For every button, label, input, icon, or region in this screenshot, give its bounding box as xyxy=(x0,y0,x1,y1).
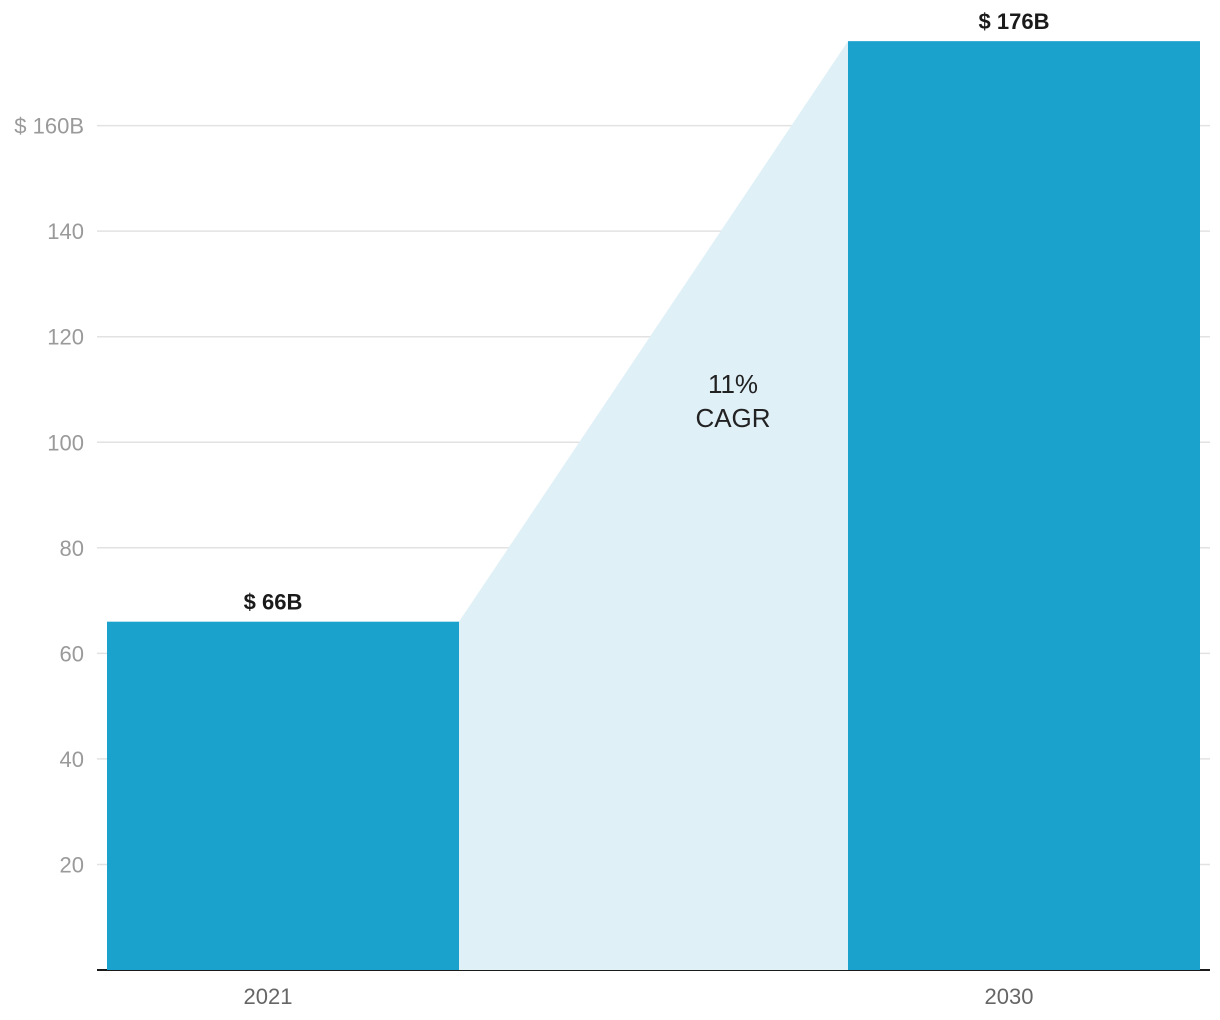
labels: 20 40 60 80 100 120 140 $ 160B $ 66B 2021 $ 176B 20… xyxy=(14,9,1049,1009)
growth-area xyxy=(459,41,848,971)
y-tick-label: 60 xyxy=(60,641,84,666)
y-tick-label: 140 xyxy=(47,219,84,244)
y-tick-label: 40 xyxy=(60,747,84,772)
bar-2030 xyxy=(848,41,1200,971)
bars xyxy=(107,41,1200,971)
data-label: $ 176B xyxy=(979,9,1050,34)
data-label: $ 66B xyxy=(244,590,303,615)
cagr-label: CAGR xyxy=(695,403,770,433)
y-tick-label: 20 xyxy=(60,852,84,877)
x-tick-label: 2030 xyxy=(985,984,1034,1009)
y-tick-label: 80 xyxy=(60,536,84,561)
cagr-value: 11% xyxy=(708,369,758,399)
y-tick-label: 120 xyxy=(47,325,84,350)
x-tick-label: 2021 xyxy=(244,984,293,1009)
y-tick-label: $ 160B xyxy=(14,114,84,139)
y-tick-label: 100 xyxy=(47,430,84,455)
bar-2021 xyxy=(107,621,459,970)
growth-area-layer xyxy=(459,41,848,971)
